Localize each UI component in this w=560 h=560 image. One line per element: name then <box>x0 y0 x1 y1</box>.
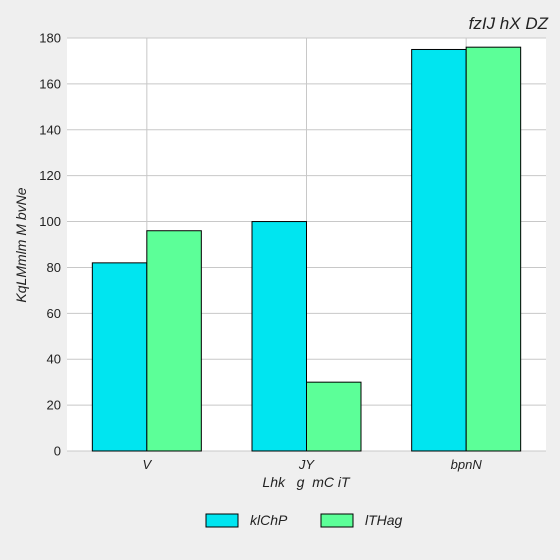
legend-swatch <box>205 513 239 528</box>
y-tick-label: 60 <box>47 306 61 321</box>
y-tick-label: 140 <box>39 122 61 137</box>
y-tick-label: 160 <box>39 76 61 91</box>
legend-label: klChP <box>250 512 288 528</box>
bar-lTHag-bpnN <box>465 46 522 452</box>
y-tick-label: 20 <box>47 398 61 413</box>
y-tick-label: 100 <box>39 214 61 229</box>
bar-klChP-V <box>91 262 148 452</box>
bar-lTHag-JY <box>306 381 362 452</box>
y-tick-labels: 0 20 40 60 80 100 120 140 160 180 <box>39 31 61 459</box>
x-tick-labels: V JY bpnN <box>142 457 482 472</box>
legend: klChP lTHag <box>205 512 403 528</box>
bars <box>91 46 522 452</box>
y-axis-label: KqLMmlm M bvNe <box>13 187 29 302</box>
x-tick-label: JY <box>298 457 316 472</box>
bar-lTHag-V <box>146 230 202 452</box>
legend-label: lTHag <box>365 512 403 528</box>
y-tick-label: 40 <box>47 352 61 367</box>
chart-title: fzIJ hX DZ <box>469 14 549 33</box>
y-tick-label: 180 <box>39 31 61 46</box>
y-tick-label: 80 <box>47 260 61 275</box>
y-tick-label: 0 <box>54 444 61 459</box>
x-tick-label: V <box>142 457 152 472</box>
x-axis-label: Lhk g mC iT <box>262 474 351 490</box>
bar-klChP-bpnN <box>411 48 467 452</box>
bar-klChP-JY <box>251 221 307 452</box>
legend-swatch <box>320 513 354 528</box>
y-tick-label: 120 <box>39 168 61 183</box>
x-tick-label: bpnN <box>451 457 483 472</box>
